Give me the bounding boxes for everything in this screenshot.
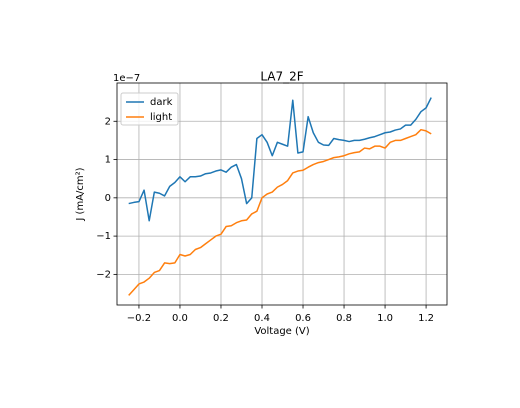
y-tick-label: 1 <box>105 155 111 166</box>
y-tick-label: 0 <box>105 193 111 204</box>
legend-label: light <box>150 112 172 123</box>
x-tick-label: 1.0 <box>377 313 393 324</box>
x-tick-label: 0.8 <box>336 313 352 324</box>
axes-frame <box>116 82 448 306</box>
y-tick-label: −1 <box>96 231 111 242</box>
chart-title: LA7_2F <box>260 70 303 84</box>
x-tick-label: 1.2 <box>418 313 434 324</box>
x-tick-label: −0.2 <box>127 313 151 324</box>
y-tick-label: 2 <box>105 116 111 127</box>
x-tick-label: 0.6 <box>295 313 311 324</box>
y-axis-label: J (mA/cm²) <box>75 167 86 221</box>
x-tick-label: 0.0 <box>172 313 188 324</box>
data-line <box>128 128 432 296</box>
y-tick-label: −2 <box>96 269 111 280</box>
x-axis-label: Voltage (V) <box>254 326 309 337</box>
data-line <box>128 97 432 222</box>
x-tick-label: 0.4 <box>254 313 270 324</box>
legend-label: dark <box>150 97 173 108</box>
x-tick-label: 0.2 <box>213 313 229 324</box>
offset-text: 1e−7 <box>113 73 140 84</box>
